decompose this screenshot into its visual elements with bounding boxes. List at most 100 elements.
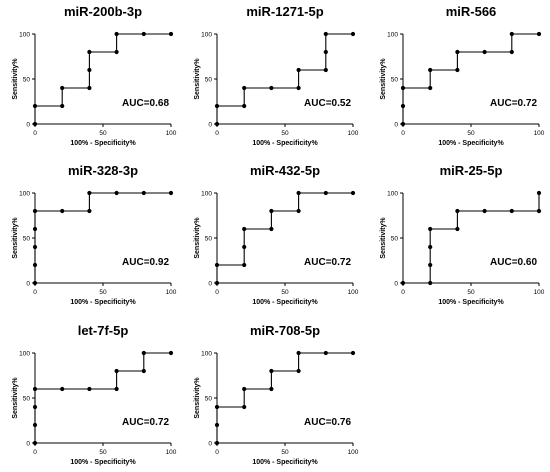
roc-data-point (428, 85, 433, 91)
y-tick-label: 0 (26, 440, 30, 447)
roc-chart-panel: miR-708-5p 00 50 50 100 100 100% - Specificity… (194, 323, 359, 466)
roc-data-point (350, 190, 356, 196)
roc-data-point (32, 103, 38, 109)
roc-data-point (168, 190, 174, 196)
y-tick-label: 0 (394, 280, 398, 287)
y-tick-label: 50 (391, 235, 399, 242)
roc-data-point (455, 67, 460, 73)
x-tick-label: 50 (99, 449, 107, 456)
y-tick-label: 0 (208, 440, 212, 447)
roc-chart-panel: miR-432-5p 00 50 50 100 100 100% - Specificity… (194, 163, 359, 306)
roc-data-point (242, 226, 247, 232)
chart-title: miR-25-5p (440, 163, 503, 178)
y-axis-label: Sensitivity% (194, 377, 201, 419)
x-axis-label: 100% - Specificity% (438, 299, 504, 306)
y-tick-label: 50 (23, 235, 31, 242)
roc-data-point (536, 208, 542, 214)
roc-data-point (114, 49, 119, 55)
roc-data-point (455, 208, 460, 214)
y-tick-label: 100 (19, 31, 30, 38)
y-tick-label: 0 (26, 121, 30, 128)
roc-curve-line (34, 192, 171, 283)
y-tick-label: 100 (201, 350, 212, 357)
roc-data-point (509, 208, 514, 214)
auc-annotation: AUC=0.60 (490, 257, 537, 268)
x-axis-label: 100% - Specificity% (252, 459, 318, 466)
roc-data-point (323, 350, 328, 356)
x-tick-label: 50 (467, 130, 475, 137)
y-tick-label: 100 (19, 190, 30, 197)
y-tick-label: 50 (23, 395, 31, 402)
roc-data-point (323, 31, 328, 37)
roc-data-point (455, 226, 460, 232)
y-axis-label: Sensitivity% (12, 58, 19, 100)
roc-data-point (269, 208, 274, 214)
auc-annotation: AUC=0.72 (122, 417, 169, 428)
roc-data-point (269, 85, 274, 91)
roc-data-point (296, 350, 301, 356)
y-axis-label: Sensitivity% (194, 58, 201, 100)
roc-data-point (509, 31, 514, 37)
x-tick-label: 50 (281, 130, 289, 137)
chart-title: miR-708-5p (250, 323, 320, 338)
roc-data-point (296, 368, 301, 374)
roc-data-point (214, 422, 220, 428)
roc-curve-line (216, 33, 353, 124)
auc-annotation: AUC=0.52 (304, 98, 351, 109)
auc-annotation: AUC=0.72 (490, 98, 537, 109)
roc-curve-line (216, 192, 353, 283)
x-tick-label: 50 (467, 289, 475, 296)
roc-data-point (323, 67, 328, 73)
roc-data-point (400, 85, 406, 91)
chart-title: miR-200b-3p (64, 4, 142, 19)
chart-title: miR-328-3p (68, 163, 138, 178)
x-tick-label: 0 (33, 130, 37, 137)
y-tick-label: 100 (387, 31, 398, 38)
roc-data-point (114, 368, 119, 374)
roc-data-point (168, 31, 174, 37)
roc-data-point (296, 67, 301, 73)
roc-data-point (214, 262, 220, 268)
roc-data-point (214, 121, 220, 127)
x-tick-label: 50 (281, 289, 289, 296)
roc-data-point (428, 67, 433, 73)
roc-data-point (32, 440, 38, 446)
roc-chart-panel: miR-328-3p 00 50 50 100 100 100% - Specificity… (12, 163, 177, 306)
x-tick-label: 100 (166, 449, 177, 456)
roc-data-point (269, 368, 274, 374)
x-axis-label: 100% - Specificity% (70, 299, 136, 306)
x-tick-label: 0 (33, 449, 37, 456)
x-tick-label: 50 (99, 289, 107, 296)
roc-data-point (32, 280, 38, 286)
auc-annotation: AUC=0.72 (304, 257, 351, 268)
roc-data-point (168, 350, 174, 356)
roc-data-point (428, 280, 433, 286)
x-tick-label: 50 (99, 130, 107, 137)
roc-data-point (214, 440, 220, 446)
x-axis-label: 100% - Specificity% (252, 140, 318, 147)
roc-data-point (242, 103, 247, 109)
roc-curve-line (216, 352, 353, 443)
x-tick-label: 100 (348, 130, 359, 137)
y-tick-label: 100 (19, 350, 30, 357)
chart-title: miR-432-5p (250, 163, 320, 178)
roc-chart-panel: miR-1271-5p 00 50 50 100 100 100% - Specificit… (194, 4, 359, 147)
roc-data-point (242, 244, 247, 250)
roc-chart-panel: let-7f-5p 00 50 50 100 100 100% - Specificity%… (12, 323, 177, 466)
roc-data-point (141, 31, 146, 37)
roc-data-point (400, 280, 406, 286)
roc-data-point (114, 31, 119, 37)
roc-data-point (214, 103, 220, 109)
roc-data-point (296, 190, 301, 196)
roc-data-point (141, 368, 146, 374)
roc-chart-panel: miR-25-5p 00 50 50 100 100 100% - Specificity%… (380, 163, 545, 306)
roc-data-point (323, 49, 328, 55)
roc-data-point (60, 208, 65, 214)
roc-data-point (350, 31, 356, 37)
y-tick-label: 100 (201, 31, 212, 38)
x-tick-label: 100 (534, 289, 545, 296)
y-tick-label: 0 (394, 121, 398, 128)
roc-data-point (428, 226, 433, 232)
x-tick-label: 0 (215, 130, 219, 137)
y-tick-label: 50 (205, 235, 213, 242)
